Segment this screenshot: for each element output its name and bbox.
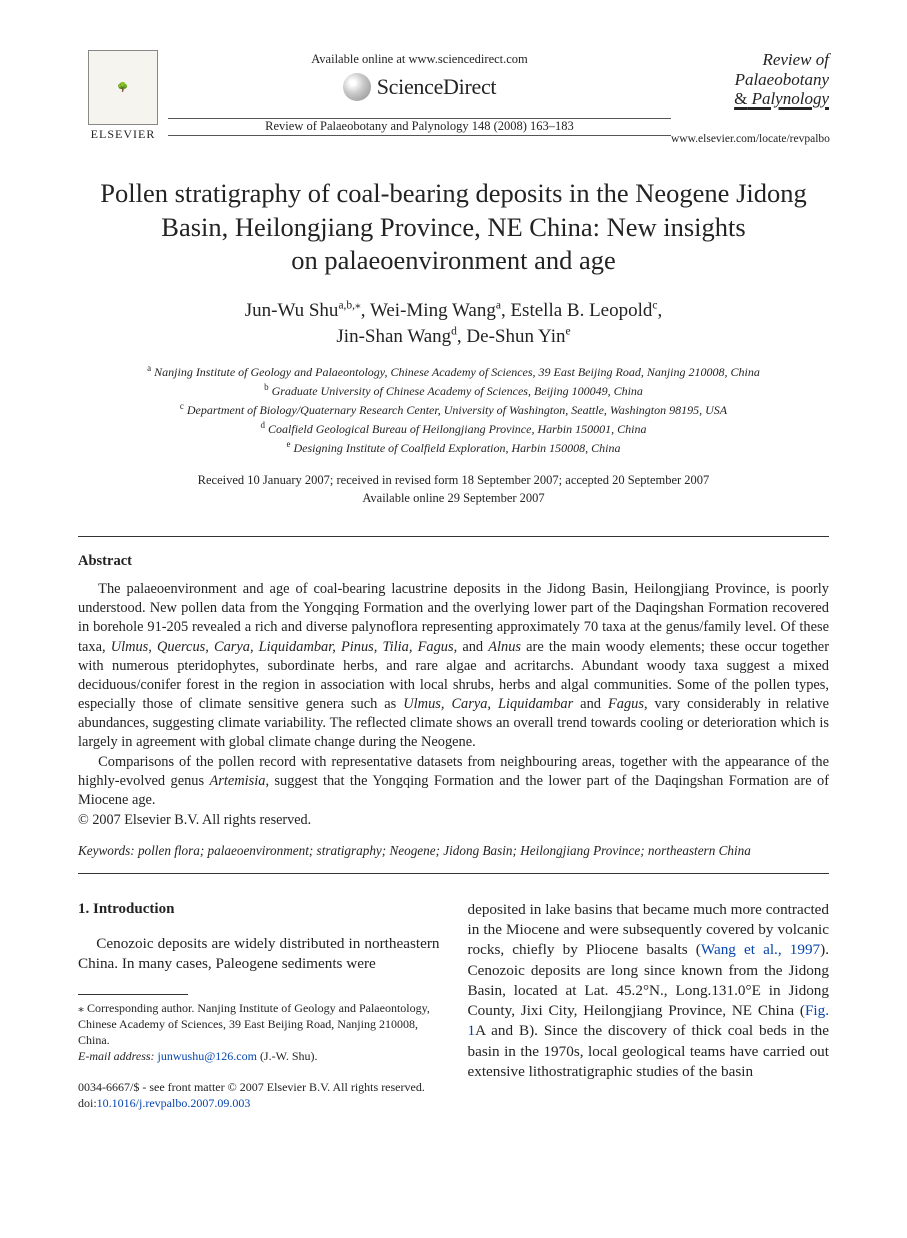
header-center: Available online at www.sciencedirect.co… — [168, 50, 671, 136]
separator-after-keywords — [78, 873, 829, 874]
sciencedirect-swoosh-icon — [343, 73, 371, 101]
journal-url: www.elsevier.com/locate/revpalbo — [671, 133, 829, 145]
keywords-label: Keywords: — [78, 843, 135, 858]
abstract-body: The palaeoenvironment and age of coal-be… — [78, 580, 829, 810]
keywords-line: Keywords: pollen flora; palaeoenvironmen… — [78, 843, 829, 859]
author-4: Jin-Shan Wang — [336, 326, 451, 347]
title-line-2: Basin, Heilongjiang Province, NE China: … — [161, 212, 745, 242]
author-5-affil-sup: e — [565, 326, 570, 338]
affiliation-row: c Department of Biology/Quaternary Resea… — [78, 400, 829, 419]
sciencedirect-brand-text: ScienceDirect — [377, 74, 496, 100]
dates-online: Available online 29 September 2007 — [362, 491, 544, 505]
journal-title-line2: Palaeobotany — [735, 70, 829, 89]
bottom-meta: 0034-6667/$ - see front matter © 2007 El… — [78, 1079, 440, 1111]
available-online-text: Available online at www.sciencedirect.co… — [168, 52, 671, 67]
citation-link-wang-1997[interactable]: Wang et al., 1997 — [701, 941, 820, 958]
journal-title-block: Review of Palaeobotany & Palynology www.… — [671, 50, 829, 145]
journal-title: Review of Palaeobotany & Palynology — [671, 50, 829, 109]
intro-paragraph-right: deposited in lake basins that became muc… — [468, 900, 830, 1082]
affiliation-row: e Designing Institute of Coalfield Explo… — [78, 438, 829, 457]
doi-label: doi: — [78, 1096, 97, 1110]
journal-title-line3: & Palynology — [734, 89, 829, 108]
page-header: 🌳 ELSEVIER Available online at www.scien… — [78, 50, 829, 145]
sciencedirect-logo: ScienceDirect — [343, 73, 496, 101]
title-line-1: Pollen stratigraphy of coal-bearing depo… — [100, 178, 807, 208]
footnote-divider — [78, 994, 188, 995]
intro-paragraph-left: Cenozoic deposits are widely distributed… — [78, 934, 440, 974]
dates-received: Received 10 January 2007; received in re… — [198, 473, 710, 487]
journal-title-line1: Review of — [762, 50, 829, 69]
affiliation-row: a Nanjing Institute of Geology and Palae… — [78, 362, 829, 381]
publisher-logo-block: 🌳 ELSEVIER — [78, 50, 168, 142]
issn-line: 0034-6667/$ - see front matter © 2007 El… — [78, 1080, 425, 1094]
column-right: deposited in lake basins that became muc… — [468, 900, 830, 1111]
author-1-affil-sup: a,b,⁎ — [338, 300, 360, 312]
article-title: Pollen stratigraphy of coal-bearing depo… — [88, 177, 819, 279]
article-dates: Received 10 January 2007; received in re… — [78, 471, 829, 509]
abstract-paragraph-2: Comparisons of the pollen record with re… — [78, 753, 829, 810]
abstract-heading: Abstract — [78, 553, 829, 570]
introduction-heading: 1. Introduction — [78, 900, 440, 920]
keywords-text: pollen flora; palaeoenvironment; stratig… — [135, 843, 751, 858]
publisher-name: ELSEVIER — [78, 127, 168, 142]
elsevier-tree-icon: 🌳 — [88, 50, 158, 125]
affiliation-row: d Coalfield Geological Bureau of Heilong… — [78, 419, 829, 438]
doi-link[interactable]: 10.1016/j.revpalbo.2007.09.003 — [97, 1096, 251, 1110]
email-link[interactable]: junwushu@126.com — [158, 1049, 257, 1063]
header-rule-lower — [168, 135, 671, 136]
email-label: E-mail address: — [78, 1049, 155, 1063]
authors-block: Jun-Wu Shua,b,⁎, Wei-Ming Wanga, Estella… — [78, 298, 829, 349]
corresponding-author-footnote: ⁎ Corresponding author. Nanjing Institut… — [78, 1001, 440, 1064]
abstract-paragraph-1: The palaeoenvironment and age of coal-be… — [78, 580, 829, 752]
citation-line: Review of Palaeobotany and Palynology 14… — [168, 119, 671, 134]
affiliations-block: a Nanjing Institute of Geology and Palae… — [78, 362, 829, 457]
affiliation-row: b Graduate University of Chinese Academy… — [78, 381, 829, 400]
column-left: 1. Introduction Cenozoic deposits are wi… — [78, 900, 440, 1111]
separator-before-abstract — [78, 536, 829, 537]
body-columns: 1. Introduction Cenozoic deposits are wi… — [78, 900, 829, 1111]
copyright-line: © 2007 Elsevier B.V. All rights reserved… — [78, 812, 829, 829]
author-1: Jun-Wu Shu — [245, 300, 339, 321]
title-line-3: on palaeoenvironment and age — [291, 245, 616, 275]
